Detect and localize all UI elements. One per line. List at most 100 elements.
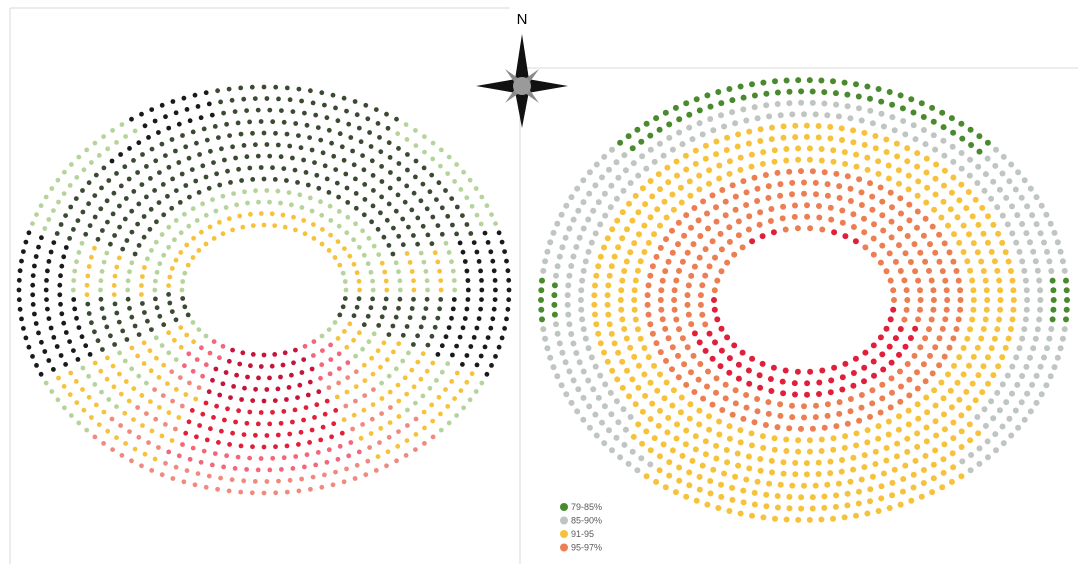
seat-dot xyxy=(889,389,895,396)
seat-dot xyxy=(311,236,317,241)
seat-dot xyxy=(186,223,192,229)
seat-dot xyxy=(974,180,981,186)
seat-dot xyxy=(686,469,693,476)
seat-dot xyxy=(156,200,162,206)
seat-dot xyxy=(332,255,338,260)
seat-dot xyxy=(950,258,957,265)
seat-dot xyxy=(655,422,662,429)
seat-dot xyxy=(371,188,376,193)
seat-dot xyxy=(148,368,154,374)
seat-dot xyxy=(152,188,158,193)
seat-dot xyxy=(297,192,303,198)
seat-dot xyxy=(568,331,575,337)
seat-dot xyxy=(936,231,943,238)
seat-dot xyxy=(353,369,359,375)
seat-dot xyxy=(833,170,840,177)
seat-dot xyxy=(943,306,950,313)
seat-dot xyxy=(673,316,680,323)
seat-dot xyxy=(897,92,904,99)
seat-dot xyxy=(751,92,758,99)
seat-dot xyxy=(795,448,802,455)
seat-dot xyxy=(577,297,584,303)
seat-dot xyxy=(818,448,825,454)
seat-dot xyxy=(196,385,202,390)
seat-dot xyxy=(38,203,44,209)
seat-dot xyxy=(984,354,991,361)
seat-dot xyxy=(607,204,614,211)
seat-dot xyxy=(1021,416,1028,423)
seat-dot xyxy=(400,242,406,248)
seat-dot xyxy=(335,239,341,245)
seat-dot xyxy=(570,216,577,223)
seat-dot xyxy=(1013,239,1020,246)
seat-dot xyxy=(386,201,392,207)
seat-dot xyxy=(774,101,781,107)
seat-dot xyxy=(878,483,885,490)
seat-dot xyxy=(979,389,986,396)
seat-dot xyxy=(394,458,399,464)
seat-dot xyxy=(411,287,417,293)
seat-dot xyxy=(183,183,189,188)
seat-dot xyxy=(812,482,819,489)
seat-dot xyxy=(169,205,175,211)
seat-dot xyxy=(159,232,165,237)
seat-dot xyxy=(163,460,168,466)
seat-dot xyxy=(1047,220,1054,227)
seat-dot xyxy=(179,403,185,409)
seat-dot xyxy=(438,411,443,417)
seat-dot xyxy=(405,423,410,428)
seat-dot xyxy=(672,104,679,111)
seat-dot xyxy=(774,504,781,511)
seat-dot xyxy=(718,112,724,119)
seat-dot xyxy=(489,212,494,218)
seat-dot xyxy=(699,282,706,289)
seat-dot xyxy=(676,267,682,274)
seat-dot xyxy=(462,259,468,264)
seat-dot xyxy=(623,335,630,342)
seat-dot xyxy=(322,472,327,478)
seat-dot xyxy=(101,165,107,171)
seat-dot xyxy=(947,206,954,213)
seat-dot xyxy=(430,360,436,366)
seat-dot xyxy=(1007,326,1014,332)
seat-dot xyxy=(853,81,859,88)
seat-dot xyxy=(98,296,104,302)
seat-dot xyxy=(729,484,736,491)
seat-dot xyxy=(945,222,951,229)
seat-dot xyxy=(421,259,427,265)
seat-dot xyxy=(407,260,413,265)
seat-dot xyxy=(149,107,155,112)
seat-dot xyxy=(923,438,930,445)
seat-dot xyxy=(146,135,151,140)
seat-dot xyxy=(157,261,163,267)
seat-dot xyxy=(722,381,729,388)
seat-dot xyxy=(1004,221,1011,228)
seat-dot xyxy=(176,160,182,165)
seat-dot xyxy=(605,282,612,289)
seat-dot xyxy=(923,199,930,206)
seat-dot xyxy=(892,335,899,342)
seat-dot xyxy=(798,99,805,106)
seat-dot xyxy=(123,196,129,201)
seat-dot xyxy=(1019,335,1026,342)
seat-dot xyxy=(815,123,822,129)
seat-dot xyxy=(664,164,671,171)
seat-dot xyxy=(411,296,416,302)
seat-dot xyxy=(869,400,876,407)
seat-dot xyxy=(437,306,442,312)
seat-dot xyxy=(159,343,165,348)
seat-dot xyxy=(645,311,652,318)
seat-dot xyxy=(941,426,948,433)
seat-dot xyxy=(751,174,758,181)
seat-dot xyxy=(282,350,288,356)
seat-dot xyxy=(619,316,626,323)
seat-dot xyxy=(940,198,947,205)
seat-dot xyxy=(726,508,733,514)
seat-dot xyxy=(296,488,302,494)
seat-dot xyxy=(253,386,258,392)
seat-dot xyxy=(244,420,250,426)
seat-dot xyxy=(757,467,764,474)
seat-dot xyxy=(665,179,672,186)
seat-dot xyxy=(970,306,977,313)
seat-dot xyxy=(641,249,648,255)
